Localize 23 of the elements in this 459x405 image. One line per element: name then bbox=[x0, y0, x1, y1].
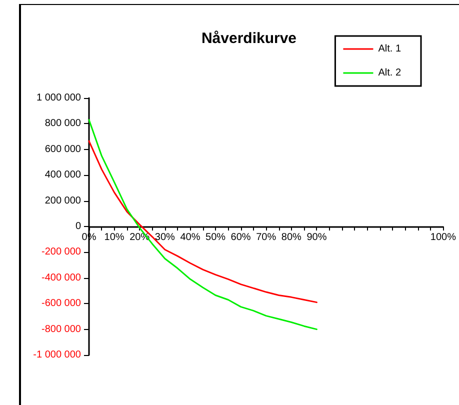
x-tick-label: 40% bbox=[180, 232, 200, 243]
y-tick-label: 200 000 bbox=[44, 195, 82, 206]
x-tick-label: 10% bbox=[104, 232, 124, 243]
legend-label: Alt. 2 bbox=[378, 68, 402, 78]
legend-label: Alt. 1 bbox=[378, 44, 402, 54]
y-tick-label: 600 000 bbox=[44, 144, 82, 155]
x-tick-label: 50% bbox=[205, 232, 226, 243]
chart-title: Nåverdikurve bbox=[201, 30, 297, 47]
x-tick-label: 60% bbox=[230, 232, 251, 243]
x-tick-label: 30% bbox=[154, 232, 176, 243]
y-tick-label: -400 000 bbox=[42, 272, 82, 284]
y-tick-label: -600 000 bbox=[42, 298, 82, 310]
y-tick-label: 1 000 000 bbox=[36, 92, 82, 104]
y-tick-label: -200 000 bbox=[42, 246, 82, 258]
x-tick-label: 80% bbox=[281, 232, 302, 243]
y-tick-label: 800 000 bbox=[44, 118, 82, 130]
x-tick-label: 100% bbox=[430, 232, 456, 243]
y-tick-label: 0 bbox=[75, 221, 82, 232]
x-tick-label: 90% bbox=[306, 232, 327, 243]
y-tick-label: -800 000 bbox=[42, 324, 82, 335]
y-tick-label: -1 000 000 bbox=[33, 350, 82, 360]
y-tick-label: 400 000 bbox=[44, 170, 82, 181]
x-tick-label: 70% bbox=[256, 232, 276, 243]
